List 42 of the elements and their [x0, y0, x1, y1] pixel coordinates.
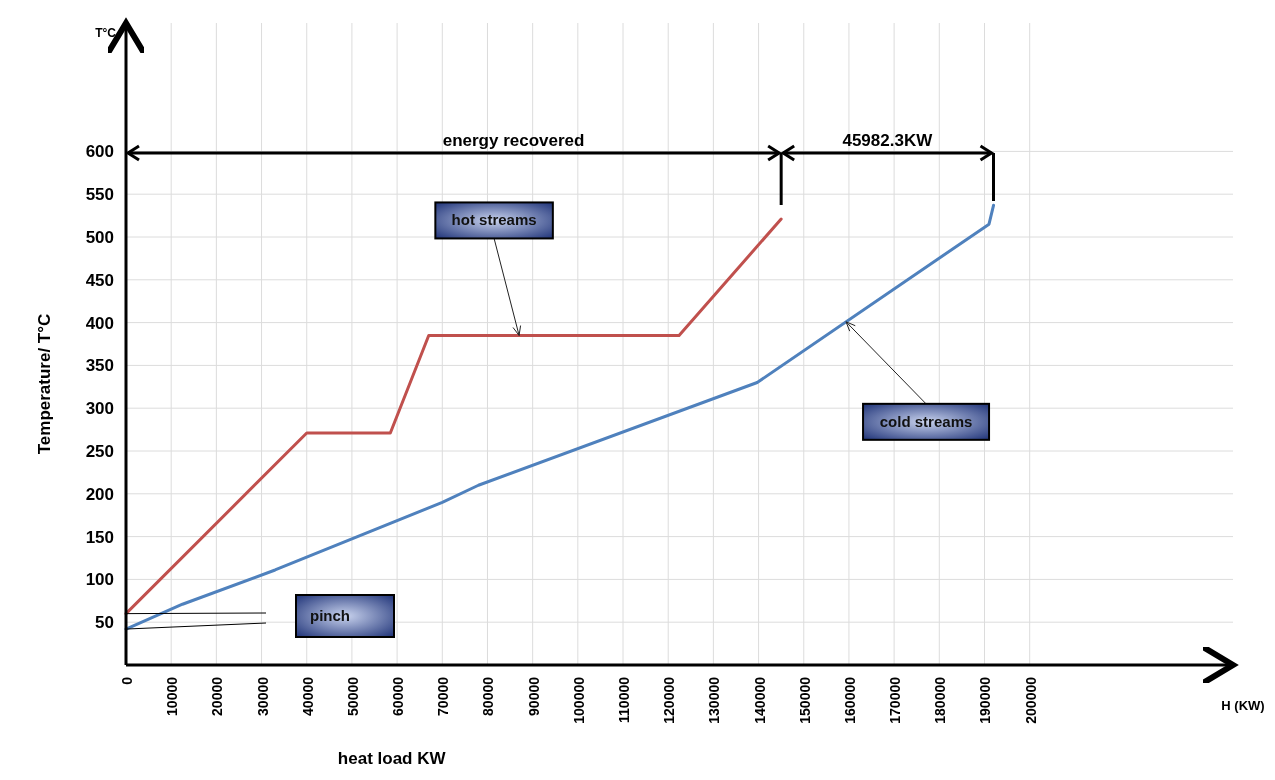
x-tick-label: 190000 — [977, 676, 994, 724]
x-tick-label: 20000 — [209, 676, 226, 716]
y-axis-title: Temperature/ T°C — [35, 313, 54, 455]
y-tick-label: 250 — [85, 442, 114, 461]
text: T°C — [95, 26, 117, 40]
y-tick-label: 600 — [85, 142, 114, 162]
annotation: pinch — [310, 607, 350, 624]
annotation: energy recovered — [442, 131, 585, 150]
x-tick-label: 120000 — [661, 676, 678, 724]
text: cold streams — [879, 412, 973, 430]
x-tick-label: 50000 — [344, 676, 361, 716]
x-tick-label: 110000 — [616, 676, 633, 723]
x-tick-label: 100000 — [570, 676, 587, 724]
x-tick-label: 150000 — [796, 676, 813, 724]
y-tick-label: 400 — [85, 313, 114, 333]
x-tick-label: 30000 — [254, 676, 271, 716]
x-tick-label: 90000 — [525, 676, 542, 716]
x-tick-label: 80000 — [480, 676, 497, 716]
y-tick-label: 100 — [85, 570, 114, 590]
y-tick-label: 550 — [85, 185, 114, 205]
text: hot streams — [451, 211, 537, 229]
y-tick-label: 300 — [85, 399, 114, 419]
x-axis-title: heat load KW — [337, 749, 447, 768]
x-tick-label: 160000 — [841, 676, 858, 724]
x-tick-label: 170000 — [887, 676, 904, 724]
x-tick-label: 180000 — [932, 676, 949, 724]
y-tick-label: 350 — [85, 356, 114, 376]
x-tick-label: 140000 — [751, 676, 768, 724]
y-tick-label: 50 — [95, 613, 114, 633]
y-tick-label: 450 — [85, 270, 114, 290]
annotation: 45982.3KW — [842, 131, 934, 150]
x-tick-label: 60000 — [390, 676, 407, 716]
x-tick-label: 70000 — [435, 676, 452, 716]
x-tick-label: 40000 — [299, 676, 316, 716]
y-tick-label: 500 — [85, 228, 114, 247]
x-tick-label: 0 — [119, 676, 135, 685]
x-tick-label: 10000 — [164, 676, 181, 716]
x-tick-label: 130000 — [706, 676, 723, 724]
x-tick-label: 200000 — [1022, 676, 1039, 724]
y-tick-label: 200 — [85, 484, 114, 504]
text: H (KW) — [1221, 698, 1265, 713]
y-tick-label: 150 — [85, 527, 114, 547]
